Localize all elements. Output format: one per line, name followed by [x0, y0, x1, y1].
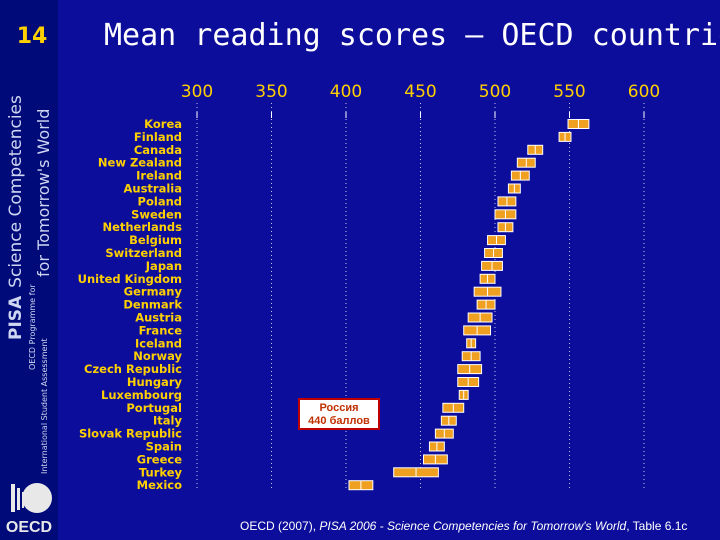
score-bar: [393, 467, 439, 478]
score-bar: [467, 312, 493, 323]
russia-callout: Россия 440 баллов: [298, 398, 380, 430]
country-label: Hungary: [127, 375, 183, 389]
x-tick-label: 450: [404, 82, 436, 102]
country-label: Luxembourg: [101, 388, 182, 402]
score-bar: [481, 260, 503, 271]
country-label: Korea: [144, 117, 182, 131]
oecd-emblem-icon: [11, 483, 52, 513]
country-label: Mexico: [137, 478, 182, 492]
source-suffix: , Table 6.1c: [626, 519, 688, 533]
x-tick-label: 400: [330, 82, 362, 102]
country-label: Denmark: [123, 298, 182, 312]
score-bar: [473, 286, 502, 297]
score-bar: [494, 209, 517, 220]
x-tick-label: 600: [628, 82, 660, 102]
score-bar: [440, 415, 457, 426]
callout-score: 440 баллов: [308, 415, 370, 427]
country-label: Switzerland: [105, 246, 182, 260]
country-label: Belgium: [129, 233, 182, 247]
source-title: PISA 2006 - Science Competencies for Tom…: [319, 519, 627, 533]
country-label: France: [139, 323, 183, 337]
score-bar: [434, 428, 454, 439]
oecd-logo-text: OECD: [6, 519, 52, 536]
x-tick-label: 500: [479, 82, 511, 102]
score-bar: [466, 338, 477, 349]
score-bar: [516, 157, 536, 168]
score-bar: [457, 364, 483, 375]
score-bar: [497, 196, 517, 207]
score-bar: [484, 248, 503, 258]
x-axis-ticks: 300 350 400 450 500 550 600: [181, 82, 660, 102]
score-bars: [348, 119, 590, 491]
country-label: Spain: [146, 440, 182, 454]
score-bar: [479, 273, 496, 284]
country-label: Netherlands: [102, 220, 182, 234]
country-label: New Zealand: [98, 156, 182, 170]
country-label: Slovak Republic: [79, 427, 182, 441]
score-bar: [510, 170, 530, 181]
source-prefix: OECD (2007),: [240, 519, 320, 533]
country-label: Turkey: [139, 465, 183, 479]
slide-number: 14: [16, 24, 48, 49]
score-bar: [457, 377, 480, 387]
score-bar: [461, 351, 481, 362]
score-bar: [476, 299, 496, 310]
country-label: Australia: [123, 182, 182, 196]
chart-title: Mean reading scores – OECD countries: [104, 18, 720, 53]
score-bar: [558, 131, 572, 142]
country-label: Czech Republic: [84, 362, 182, 376]
country-label: Canada: [134, 143, 182, 157]
country-label: Italy: [153, 414, 182, 428]
country-label: Sweden: [131, 207, 182, 221]
callout-country: Россия: [319, 402, 359, 414]
score-bar: [567, 119, 590, 129]
country-label: Germany: [124, 285, 183, 299]
country-label: United Kingdom: [78, 272, 182, 286]
country-label: Norway: [133, 349, 182, 363]
country-label: Austria: [135, 311, 182, 325]
country-label: Iceland: [135, 336, 182, 350]
source-citation: OECD (2007), PISA 2006 - Science Compete…: [240, 519, 716, 533]
score-bar: [422, 454, 448, 465]
x-tick-label: 350: [255, 82, 287, 102]
country-label: Poland: [138, 194, 182, 208]
x-tick-label: 550: [553, 82, 585, 102]
score-bar: [527, 144, 544, 155]
oecd-logo: OECD: [6, 483, 52, 536]
country-label: Ireland: [136, 169, 182, 183]
score-bar: [497, 222, 514, 233]
x-tick-label: 300: [181, 82, 213, 102]
score-bar: [507, 183, 521, 194]
score-bar: [487, 235, 506, 246]
country-label: Japan: [145, 259, 182, 273]
country-label: Portugal: [126, 401, 182, 415]
grid-layer: [196, 103, 645, 488]
country-label: Finland: [134, 130, 182, 144]
score-bar: [442, 402, 465, 413]
country-label: Greece: [137, 452, 183, 466]
score-bar: [428, 441, 445, 452]
score-bar: [458, 389, 469, 400]
score-bar: [348, 480, 374, 491]
sidebar-band: [0, 0, 58, 540]
score-bar: [463, 325, 492, 336]
